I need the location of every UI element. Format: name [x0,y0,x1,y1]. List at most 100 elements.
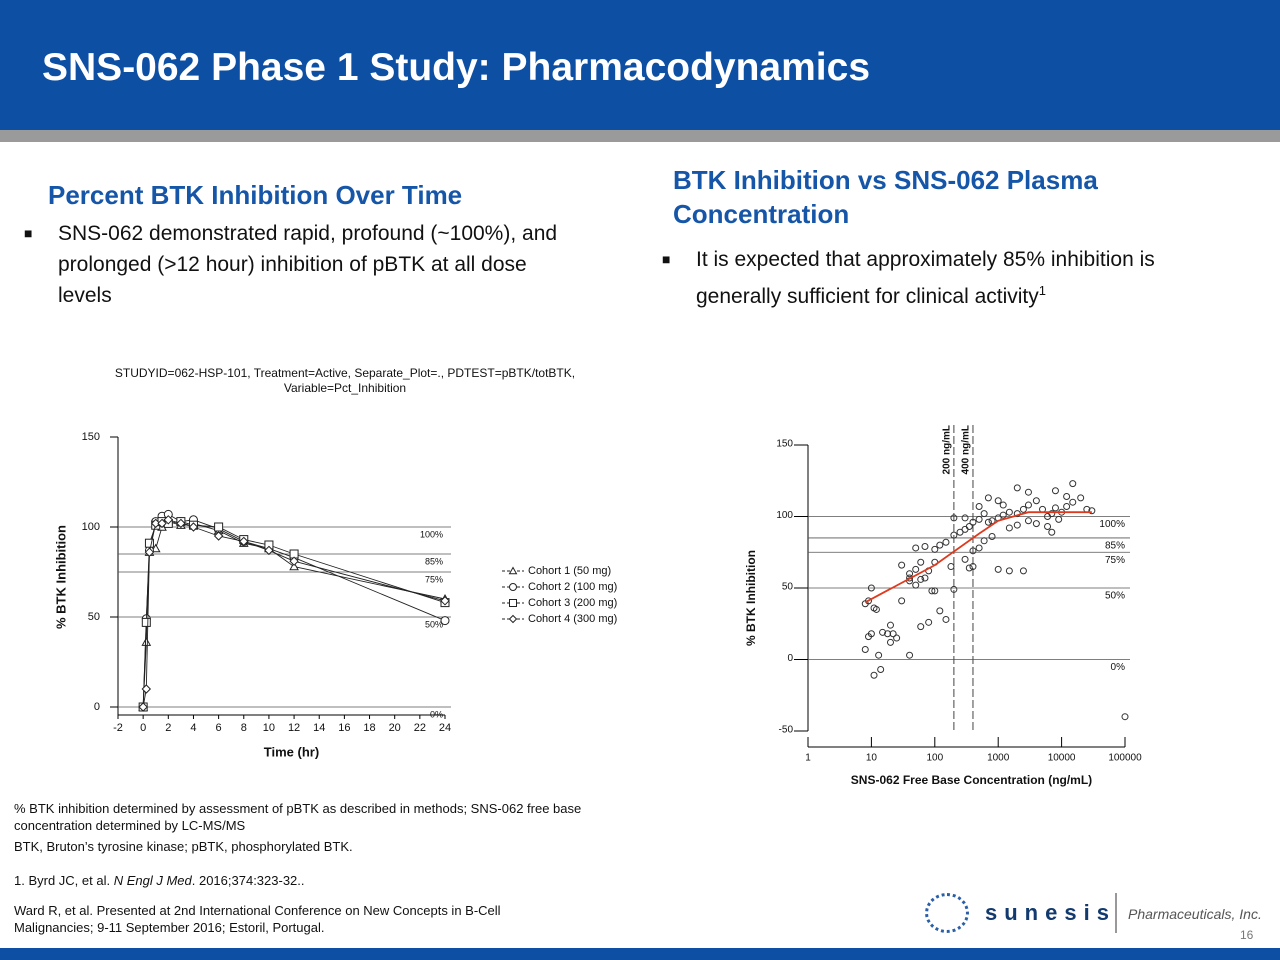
marker [138,702,148,712]
marker [440,596,450,606]
point [961,514,969,522]
right-bullet: ■ It is expected that approximately 85% … [662,244,1202,312]
point [969,518,977,526]
x-tick-label: 16 [338,722,350,734]
point [875,651,883,659]
marker [163,515,174,525]
marker [213,531,224,541]
point [942,538,950,546]
vertical-label: 200 ng/mL [942,425,953,474]
point [965,564,973,572]
y-tick-label: 50 [782,582,794,593]
series-line [142,519,446,708]
point [1019,567,1027,575]
point [942,615,950,623]
point [1051,504,1059,512]
point [1032,497,1040,505]
point [886,638,894,646]
logo-name: sunesis [985,900,1116,925]
reference-label: 50% [1105,591,1125,602]
point [1019,505,1027,513]
point [969,547,977,555]
bullet-text: SNS-062 demonstrated rapid, profound (~1… [58,222,558,307]
point [975,544,983,552]
right-heading: BTK Inhibition vs SNS-062 Plasma Concent… [673,165,1098,229]
point [917,575,925,583]
bullet-icon: ■ [662,251,671,267]
point [931,587,939,595]
series-line [142,521,446,708]
marker [151,518,161,529]
point [956,528,964,536]
x-tick-label: 22 [414,722,426,734]
point [1032,520,1040,528]
chart-title: Variable=Pct_Inhibition [284,381,406,395]
marker [289,556,299,566]
point [1013,521,1021,529]
x-tick-label: 2 [165,722,171,734]
x-tick-label: 18 [363,722,375,734]
x-tick-label: 8 [241,722,247,734]
footer-band [0,948,1280,960]
reference-label: 85% [1105,541,1125,552]
reference-label: 85% [425,556,443,566]
reference-text: 1. Byrd JC, et al. [14,873,114,888]
x-tick-label: 20 [389,722,401,734]
point [898,597,906,605]
point [879,628,887,636]
y-tick-label: 50 [88,611,100,623]
bullet-text: It is expected that approximately 85% in… [696,244,1202,312]
y-tick-label: -50 [779,725,794,736]
point [928,587,936,595]
header-band [0,0,1280,130]
point [906,570,914,578]
marker [141,617,151,627]
marker [508,566,518,575]
journal: N Engl J Med [113,873,192,888]
reference-label: 0% [1111,662,1126,673]
point [950,531,958,539]
reference: 1. Byrd JC, et al. N Engl J Med. 2016;37… [14,872,305,889]
legend-label: Cohort 4 (300 mg) [528,613,617,625]
superscript: 1 [1038,283,1046,298]
marker [508,614,518,624]
point [1024,488,1032,496]
x-tick-label: 10 [866,753,878,764]
point [931,545,939,553]
y-tick-label: 150 [82,431,100,443]
point [988,517,996,525]
y-tick-label: 0 [787,653,793,664]
x-tick-label: 12 [288,722,300,734]
footnote: % BTK inhibition determined by assessmen… [14,801,582,833]
point [893,634,901,642]
point [994,565,1002,573]
point [1069,480,1077,488]
reference-label: 0% [430,709,443,719]
x-tick-label: 0 [140,722,146,734]
point [861,645,869,653]
marker [289,561,299,571]
series-line [142,521,446,708]
vertical-label: 400 ng/mL [961,425,972,474]
x-tick-label: 10 [263,722,275,734]
fit-line [864,511,1092,604]
point [980,510,988,518]
marker [264,545,274,556]
point [984,494,992,502]
point [1048,510,1056,518]
point [961,555,969,563]
point [1048,528,1056,536]
point [886,621,894,629]
y-axis-label: % BTK Inhibition [53,525,68,629]
point [1069,498,1077,506]
point [950,514,958,522]
point [912,565,920,573]
point [988,533,996,541]
x-tick-label: 14 [313,722,325,734]
reference: Ward R, et al. Presented at 2nd Internat… [14,903,501,935]
point [1063,492,1071,500]
point [975,502,983,510]
reference-label: 75% [1105,555,1125,566]
x-tick-label: 100 [926,753,943,764]
